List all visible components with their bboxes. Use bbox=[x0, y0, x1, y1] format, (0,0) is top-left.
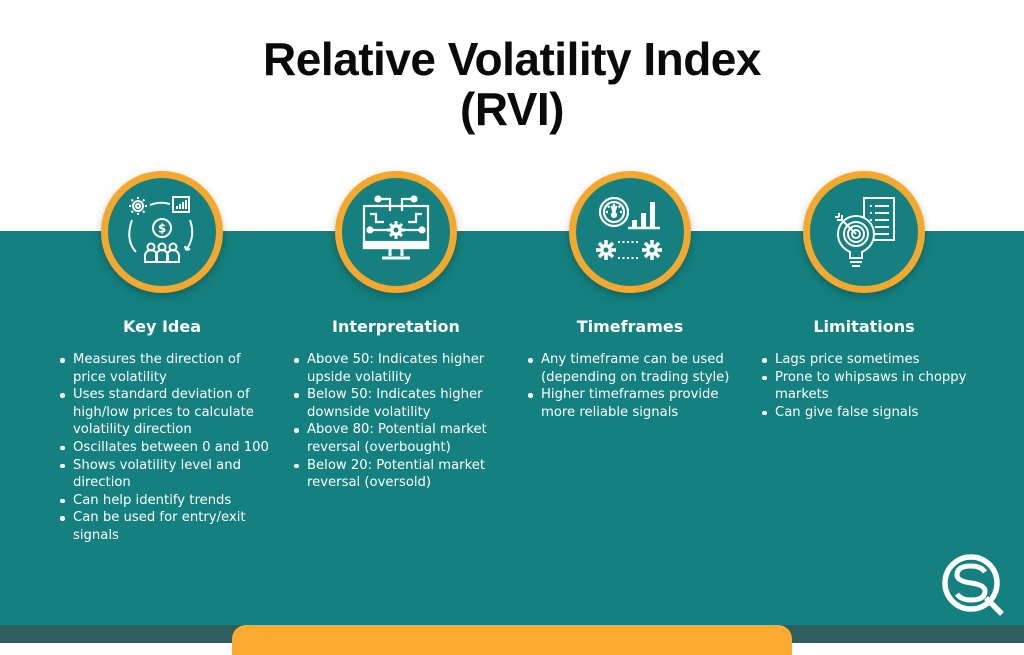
icon-circle bbox=[803, 171, 925, 293]
column-heading: Timeframes bbox=[576, 317, 684, 336]
bullet-list: Any timeframe can be used (depending on … bbox=[515, 351, 745, 421]
bullet-item: Prone to whipsaws in choppy markets bbox=[762, 369, 979, 404]
title-line-1: Relative Volatility Index bbox=[263, 33, 761, 85]
bullet-list: Above 50: Indicates higher upside volati… bbox=[281, 351, 511, 492]
bullet-item: Any timeframe can be used (depending on … bbox=[528, 351, 745, 386]
column-heading: Key Idea bbox=[122, 317, 202, 336]
bullet-item: Can be used for entry/exit signals bbox=[60, 509, 277, 544]
bullet-list: Measures the direction of price volatili… bbox=[47, 351, 277, 545]
bullet-item: Below 20: Potential market reversal (ove… bbox=[294, 457, 511, 492]
bullet-item: Uses standard deviation of high/low pric… bbox=[60, 386, 277, 439]
column-heading: Interpretation bbox=[332, 317, 460, 336]
bullet-item: Higher timeframes provide more reliable … bbox=[528, 386, 745, 421]
money-cycle-icon: $ bbox=[128, 196, 194, 263]
bullet-item: Can give false signals bbox=[762, 404, 979, 422]
icon-circle bbox=[335, 171, 457, 293]
bullet-item: Above 80: Potential market reversal (ove… bbox=[294, 421, 511, 456]
bullet-item: Shows volatility level and direction bbox=[60, 457, 277, 492]
teal-background-band bbox=[0, 231, 1024, 625]
icon-circle bbox=[569, 171, 691, 293]
bullet-item: Oscillates between 0 and 100 bbox=[60, 439, 277, 457]
bullet-item: Above 50: Indicates higher upside volati… bbox=[294, 351, 511, 386]
icon-circle: $ bbox=[101, 171, 223, 293]
bottom-orange-box bbox=[232, 625, 792, 655]
brand-logo bbox=[941, 553, 1007, 619]
column-heading: Limitations bbox=[813, 317, 915, 336]
gauge-chart-gears-icon bbox=[596, 196, 662, 260]
lightbulb-target-list-icon bbox=[835, 197, 895, 267]
bullet-item: Lags price sometimes bbox=[762, 351, 979, 369]
bullet-item: Can help identify trends bbox=[60, 492, 277, 510]
bullet-item: Measures the direction of price volatili… bbox=[60, 351, 277, 386]
brand-logo-icon bbox=[942, 554, 1004, 616]
monitor-circuit-gear-icon bbox=[362, 195, 430, 260]
bullet-item: Below 50: Indicates higher downside vola… bbox=[294, 386, 511, 421]
title-line-2: (RVI) bbox=[460, 83, 565, 135]
page-title: Relative Volatility Index (RVI) bbox=[0, 34, 1024, 134]
bullet-list: Lags price sometimes Prone to whipsaws i… bbox=[749, 351, 979, 421]
svg-text:$: $ bbox=[158, 222, 166, 236]
